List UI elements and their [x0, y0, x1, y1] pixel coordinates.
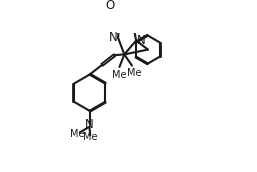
Text: N: N	[109, 31, 117, 44]
Text: N: N	[85, 118, 94, 131]
Text: Me: Me	[70, 129, 85, 139]
Text: N: N	[137, 34, 146, 47]
Text: O: O	[106, 0, 115, 12]
Text: Me: Me	[112, 70, 126, 80]
Text: Me: Me	[127, 68, 141, 78]
Text: Me: Me	[83, 132, 97, 142]
